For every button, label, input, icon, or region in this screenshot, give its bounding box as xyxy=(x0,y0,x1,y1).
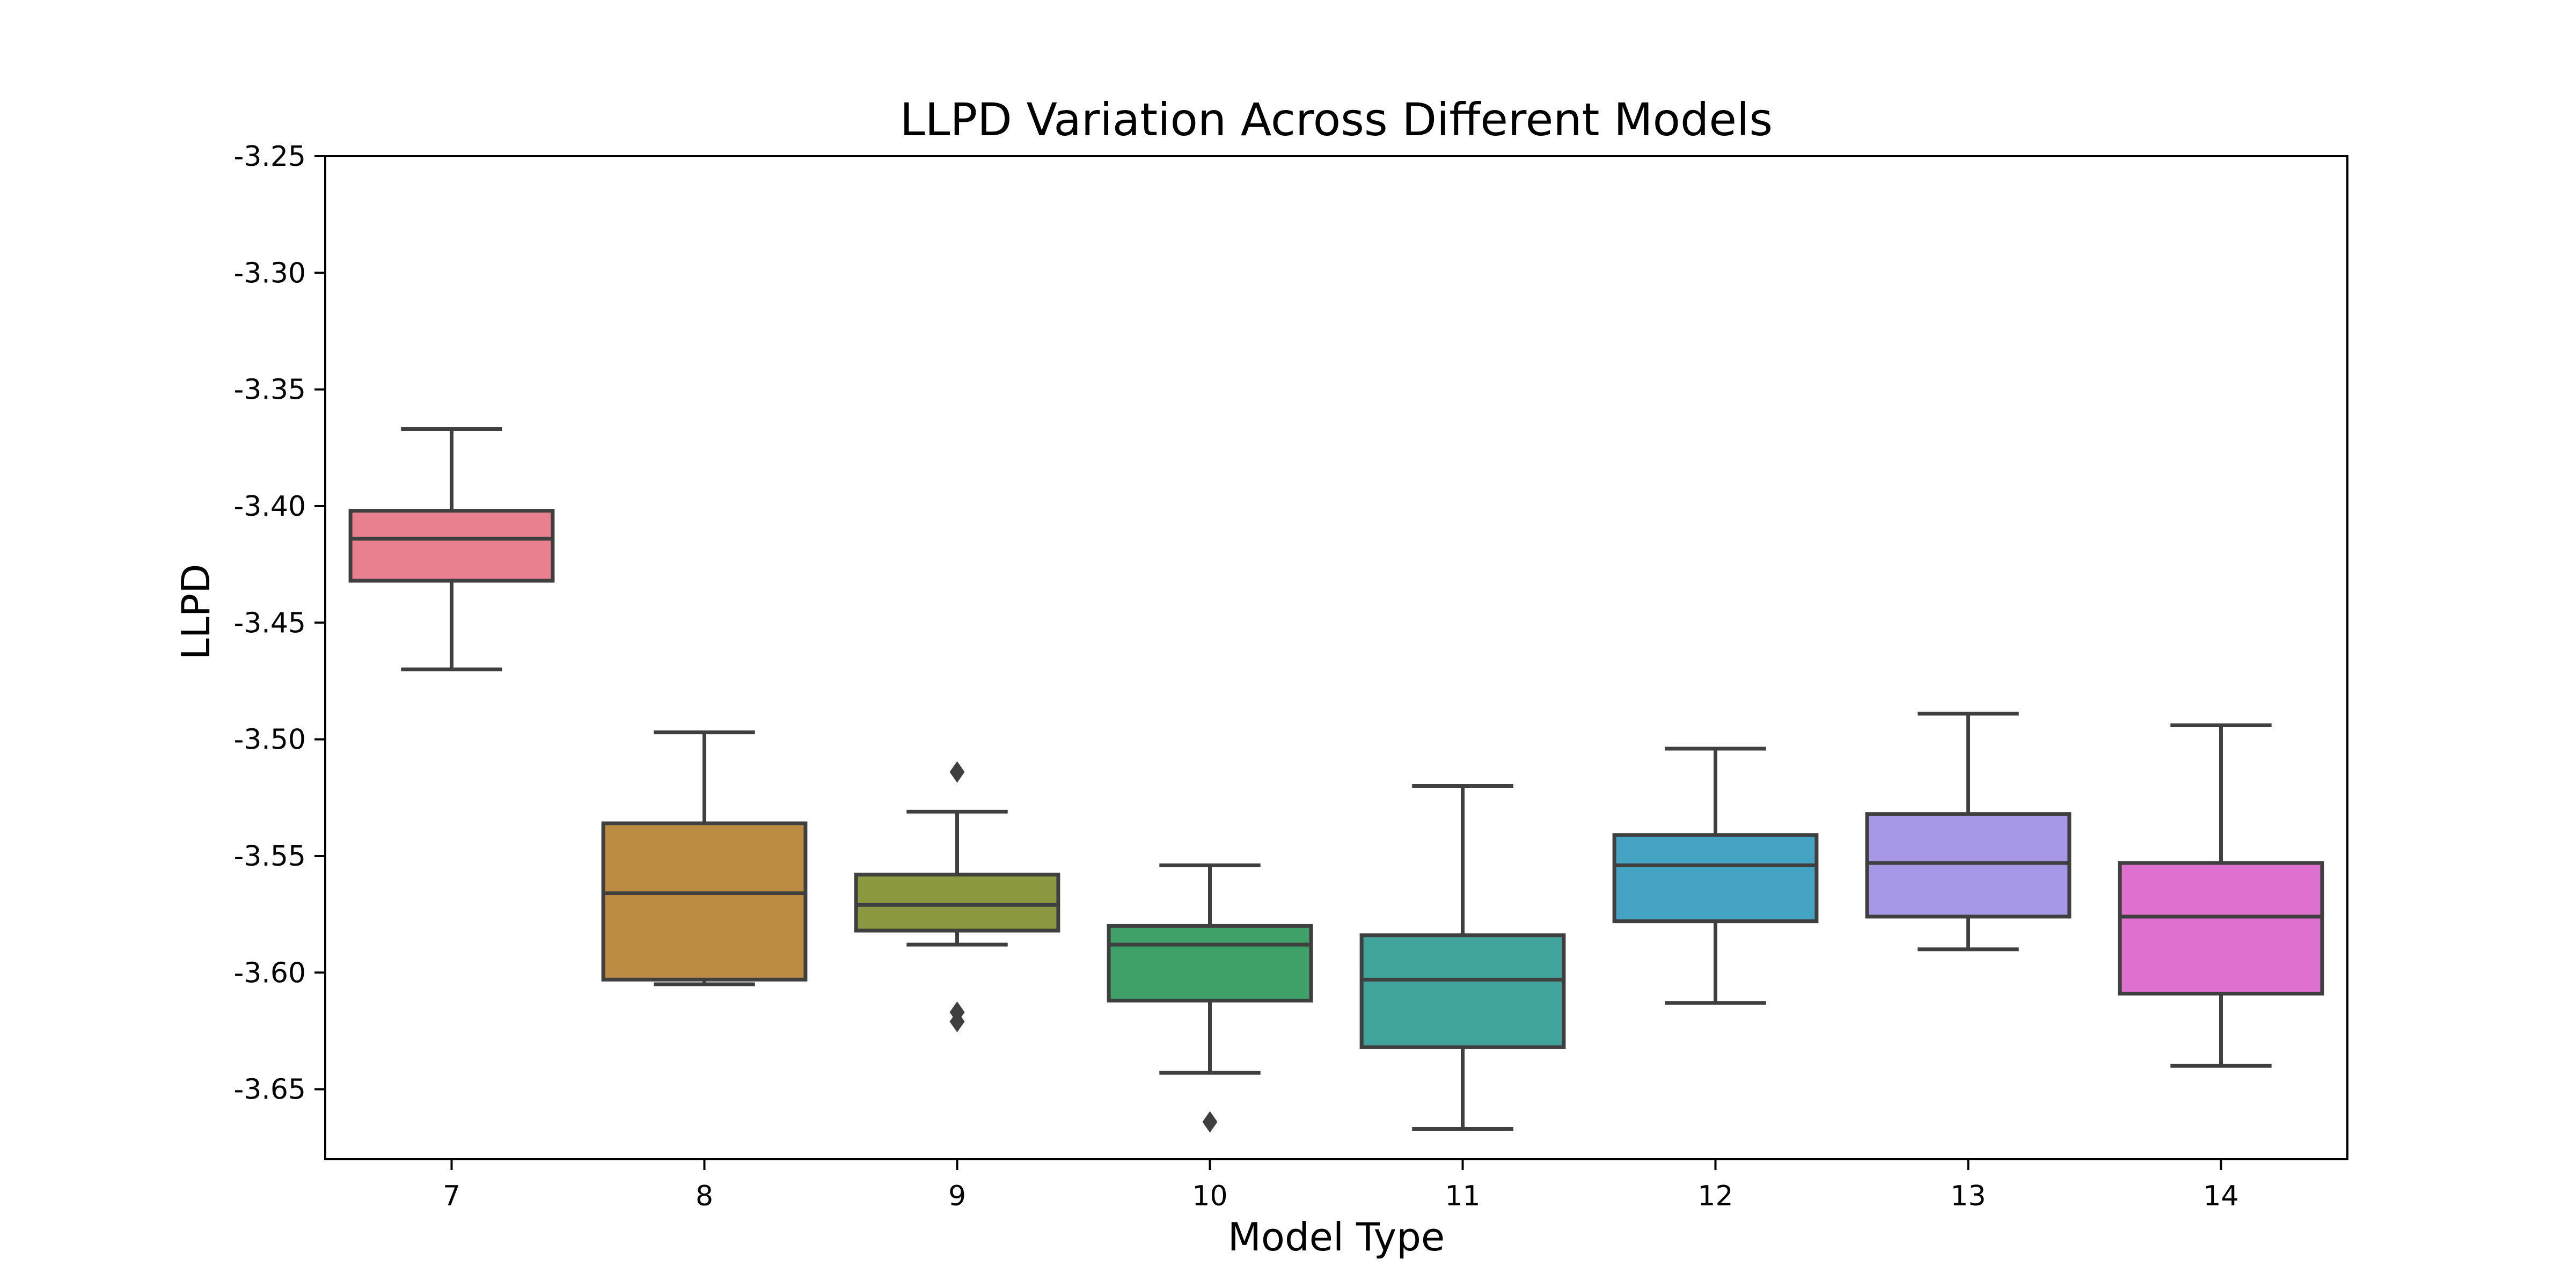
box-group-9 xyxy=(854,761,1060,1033)
x-tick-label: 13 xyxy=(1950,1180,1986,1212)
x-tick-label: 10 xyxy=(1192,1180,1227,1212)
y-tick-label: -3.60 xyxy=(233,957,306,989)
x-tick-label: 9 xyxy=(948,1180,966,1212)
outlier-point xyxy=(1202,1111,1218,1133)
y-tick-label: -3.45 xyxy=(233,607,306,639)
y-tick-label: -3.65 xyxy=(233,1074,306,1106)
box-group-10 xyxy=(1107,863,1313,1133)
plot-frame xyxy=(324,155,2348,1160)
y-axis-ticks: -3.25 -3.30 -3.35 -3.40 -3.45 -3.50 -3.55 -3.60… xyxy=(233,141,325,1106)
outlier-point xyxy=(949,1011,965,1033)
x-tick-label: 8 xyxy=(696,1180,713,1212)
box-iqr xyxy=(1865,812,2072,919)
y-tick-label: -3.30 xyxy=(233,257,306,289)
y-tick-label: -3.35 xyxy=(233,374,306,406)
box-iqr xyxy=(1359,933,1566,1049)
y-tick-label: -3.55 xyxy=(233,840,306,873)
box-iqr xyxy=(1107,924,1313,1002)
x-axis-label: Model Type xyxy=(1228,1214,1445,1260)
box-group-7 xyxy=(348,427,555,671)
x-tick-label: 12 xyxy=(1697,1180,1733,1212)
box-iqr xyxy=(1612,833,1819,924)
box-group-8 xyxy=(601,730,808,986)
box-plot-boxes xyxy=(348,427,2324,1133)
chart-title: LLPD Variation Across Different Models xyxy=(900,93,1773,146)
x-tick-label: 14 xyxy=(2203,1180,2238,1212)
y-axis-label: LLPD xyxy=(173,564,218,660)
y-tick-label: -3.50 xyxy=(233,724,306,756)
y-tick-label: -3.40 xyxy=(233,491,306,523)
box-iqr xyxy=(601,821,808,982)
outlier-point xyxy=(949,761,965,783)
box-group-11 xyxy=(1359,784,1566,1131)
box-iqr xyxy=(2118,861,2324,996)
box-group-14 xyxy=(2118,723,2324,1068)
box-iqr xyxy=(348,509,555,583)
x-axis-ticks: 7 8 9 10 11 12 13 14 xyxy=(443,1159,2239,1212)
box-iqr xyxy=(854,873,1060,933)
x-tick-label: 11 xyxy=(1445,1180,1480,1212)
box-group-12 xyxy=(1612,747,1819,1005)
y-tick-label: -3.25 xyxy=(233,141,306,173)
box-group-13 xyxy=(1865,712,2072,952)
x-tick-label: 7 xyxy=(443,1180,460,1212)
